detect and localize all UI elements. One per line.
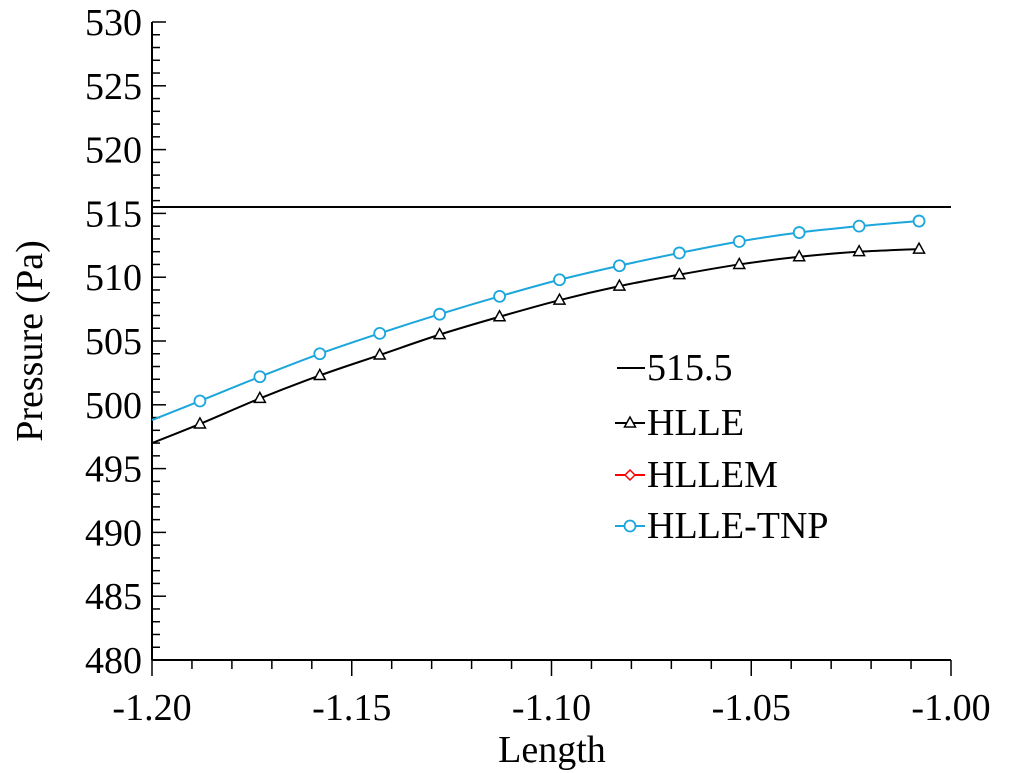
y-tick-label: 495: [85, 449, 142, 491]
circle-marker: [792, 226, 806, 239]
x-tick-label: -1.10: [512, 687, 591, 729]
triangle-marker: [912, 241, 926, 254]
triangle-marker: [492, 309, 507, 322]
legend-label: 515.5: [647, 347, 733, 389]
series-hlle: [151, 241, 926, 445]
plot-area: [151, 206, 951, 445]
triangle-marker: [612, 278, 627, 291]
legend: 515.5 HLLE HLLEM HLLE-TNP: [615, 347, 829, 547]
triangle-marker: [852, 244, 866, 257]
y-tick-label: 515: [85, 193, 142, 235]
circle-marker: [253, 370, 267, 384]
circle-marker: [613, 259, 626, 273]
circle-marker: [433, 307, 447, 321]
axes: 480 485 490 495 500 505 510 515 520 525 530 -1.20 -1…: [9, 2, 991, 771]
circle-marker: [732, 235, 746, 248]
x-axis-title: Length: [498, 729, 606, 771]
y-tick-label: 505: [85, 321, 142, 363]
diamond-marker: [623, 468, 637, 482]
x-tick-label: -1.15: [312, 687, 391, 729]
circle-marker: [672, 246, 686, 260]
x-tick-label: -1.00: [911, 687, 990, 729]
y-axis-title: Pressure (Pa): [9, 240, 51, 442]
triangle-marker: [623, 415, 637, 428]
x-tick-label: -1.20: [112, 687, 191, 729]
y-tick-label: 530: [85, 2, 142, 44]
circle-marker: [553, 273, 566, 287]
y-tick-label: 485: [85, 576, 142, 618]
legend-item-hlle-tnp: HLLE-TNP: [615, 505, 829, 547]
circle-marker: [623, 519, 637, 533]
series-hlle-tnp: [151, 214, 926, 422]
circle-marker: [193, 394, 207, 408]
legend-item-hlle: HLLE: [615, 402, 744, 444]
triangle-marker: [313, 367, 327, 381]
triangle-marker: [552, 292, 567, 305]
triangle-marker: [372, 347, 387, 360]
y-tick-label: 490: [85, 512, 142, 554]
triangle-marker: [792, 249, 806, 262]
circle-marker: [912, 214, 926, 228]
legend-label: HLLE: [647, 402, 744, 444]
y-tick-label: 500: [85, 385, 142, 427]
circle-marker: [852, 219, 866, 233]
legend-label: HLLE-TNP: [647, 505, 829, 547]
series-line: [151, 220, 920, 422]
x-tick-label: -1.05: [712, 687, 791, 729]
triangle-marker: [193, 416, 207, 429]
y-tick-label: 510: [85, 257, 142, 299]
legend-label: HLLEM: [647, 454, 778, 496]
triangle-marker: [432, 327, 447, 340]
triangle-marker: [732, 256, 747, 270]
legend-item-hllem: HLLEM: [615, 454, 778, 496]
triangle-marker: [672, 267, 687, 280]
y-tick-label: 480: [85, 640, 142, 682]
circle-marker: [493, 289, 506, 303]
legend-item-515-5: 515.5: [617, 347, 733, 389]
y-tick-label: 525: [85, 66, 142, 108]
series-line: [151, 248, 920, 445]
y-tick-label: 520: [85, 130, 142, 172]
circle-marker: [313, 347, 327, 361]
circle-marker: [373, 326, 387, 340]
triangle-marker: [253, 390, 267, 404]
